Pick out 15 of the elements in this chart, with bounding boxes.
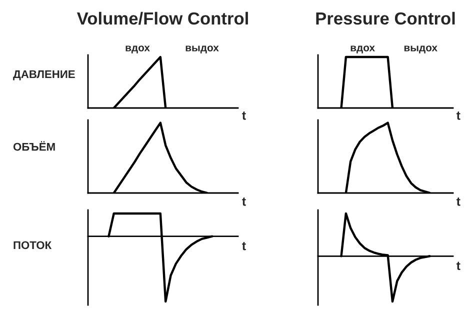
x-axis-title: t [242, 198, 246, 206]
y-axis-title: ОБЪЁМ [13, 141, 55, 151]
text: вдох [350, 46, 375, 54]
x-axis-title: t [242, 112, 246, 120]
x-axis-title: t [456, 262, 460, 270]
x-axis-title: t [456, 198, 460, 206]
chart-title: Pressure Control [316, 12, 455, 25]
y-axis-title: ПОТОК [14, 241, 52, 250]
x-axis-title: t [242, 242, 246, 250]
text: выдох [186, 46, 219, 54]
y-axis-title: ДАВЛЕНИЕ [13, 70, 75, 80]
text: выдох [404, 46, 438, 54]
x-axis-title: t [456, 112, 460, 120]
chart-title: Volume/Flow Control [76, 12, 248, 25]
text: вдох [126, 46, 150, 54]
